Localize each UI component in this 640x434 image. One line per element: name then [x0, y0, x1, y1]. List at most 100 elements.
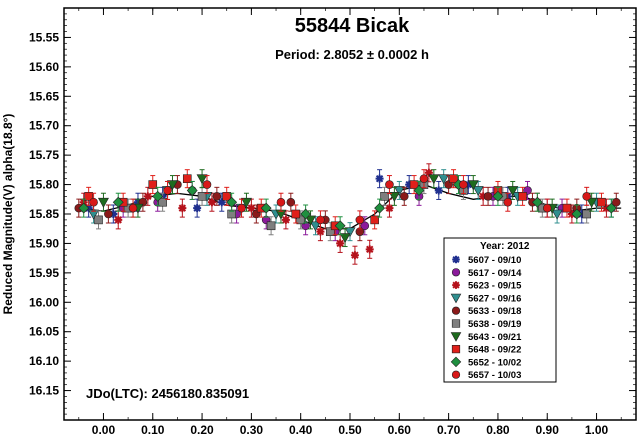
- legend-items: 5607 - 09/10 5617 - 09/14 5623 - 09/155627…: [450, 255, 522, 381]
- data-point: [393, 186, 405, 197]
- data-point: [158, 197, 167, 207]
- legend-marker: [451, 344, 461, 354]
- data-point: [334, 220, 346, 232]
- y-tick-label: 15.60: [29, 60, 59, 74]
- data-point: [582, 209, 591, 219]
- data-point: [449, 174, 458, 183]
- data-point: [503, 197, 513, 207]
- data-point: [305, 215, 317, 226]
- legend-title: Year: 2012: [480, 241, 530, 252]
- data-point: [562, 203, 572, 213]
- data-point: [424, 168, 433, 177]
- data-point: [586, 197, 598, 208]
- legend-marker: [451, 268, 461, 277]
- legend-label: 5657 - 10/03: [468, 370, 521, 381]
- data-point: [97, 197, 109, 208]
- legend-label: 5643 - 09/21: [468, 332, 522, 343]
- x-tick-label: 0.40: [289, 423, 313, 434]
- legend-marker: [451, 319, 461, 328]
- legend-marker: [450, 356, 462, 368]
- axis-ticks: 15.55 15.60 15.65 15.70 15.75 15.80 15.85 15.90…: [29, 7, 636, 434]
- chart-title: 55844 Bicak: [295, 15, 410, 37]
- data-point: [240, 197, 252, 208]
- data-point: [193, 204, 202, 213]
- y-tick-label: 15.95: [29, 266, 59, 280]
- y-tick-label: 16.00: [29, 295, 59, 309]
- data-point: [202, 180, 212, 189]
- y-tick-label: 16.15: [29, 384, 59, 398]
- data-point: [611, 197, 621, 207]
- x-tick-label: 0.00: [92, 423, 116, 434]
- data-point: [309, 221, 321, 232]
- x-tick-label: 0.60: [388, 423, 412, 434]
- data-point: [78, 202, 90, 214]
- legend-label: 5617 - 09/14: [468, 268, 522, 279]
- data-point: [492, 190, 504, 202]
- data-point: [89, 197, 98, 207]
- data-point: [542, 203, 552, 213]
- data-point: [370, 215, 379, 225]
- x-tick-label: 0.80: [486, 423, 510, 434]
- data-point: [112, 196, 124, 208]
- data-point: [197, 192, 207, 201]
- data-point: [483, 192, 493, 201]
- y-tick-label: 16.05: [29, 325, 59, 339]
- data-point: [419, 174, 429, 183]
- data-point: [464, 180, 473, 189]
- data-point: [355, 215, 365, 225]
- data-point: [325, 227, 335, 236]
- data-point: [479, 192, 488, 201]
- data-point: [300, 208, 312, 220]
- data-point: [365, 245, 374, 254]
- data-point: [166, 180, 178, 191]
- data-point: [109, 210, 118, 218]
- data-point: [597, 197, 606, 207]
- data-point: [296, 215, 305, 225]
- data-point: [375, 174, 384, 183]
- data-point: [212, 192, 222, 201]
- data-point: [260, 202, 272, 214]
- data-point: [399, 192, 409, 201]
- data-point: [344, 227, 356, 238]
- data-point: [281, 215, 290, 224]
- data-point: [374, 202, 386, 214]
- y-axis-label: Reduced Magnitude(V) alpha(18.8°): [1, 114, 15, 315]
- data-point: [467, 180, 479, 191]
- data-point: [143, 192, 152, 201]
- data-point: [217, 198, 226, 207]
- data-point: [459, 180, 468, 189]
- legend-marker: [450, 293, 462, 304]
- data-point: [551, 209, 563, 220]
- data-point: [128, 203, 138, 213]
- data-point: [226, 196, 238, 208]
- x-tick-label: 0.70: [437, 423, 461, 434]
- data-point: [247, 204, 256, 213]
- data-point: [360, 221, 370, 231]
- data-point: [152, 190, 164, 202]
- data-point: [434, 186, 443, 195]
- data-point: [472, 186, 484, 197]
- data-point: [237, 203, 246, 213]
- data-point: [350, 251, 359, 260]
- legend-marker: [452, 255, 460, 264]
- data-point: [182, 174, 192, 183]
- y-tick-label: 15.65: [29, 89, 59, 103]
- data-point: [186, 185, 198, 196]
- legend-label: 5633 - 09/18: [468, 306, 521, 317]
- data-point: [531, 196, 543, 208]
- data-point: [316, 215, 325, 225]
- legend-label: 5623 - 09/15: [468, 281, 522, 292]
- data-point: [207, 198, 216, 207]
- data-point: [428, 174, 440, 185]
- y-tick-label: 15.70: [29, 119, 59, 133]
- data-point: [222, 192, 232, 201]
- data-point: [582, 192, 591, 201]
- legend-marker: [451, 370, 461, 379]
- data-point: [196, 174, 208, 185]
- y-tick-label: 15.90: [29, 236, 59, 250]
- legend-box: [443, 237, 557, 383]
- legend: Year: 2012 5607 - 09/10 5617 - 09/14 5623 …: [443, 237, 557, 383]
- data-point: [286, 197, 296, 207]
- data-point: [385, 180, 394, 189]
